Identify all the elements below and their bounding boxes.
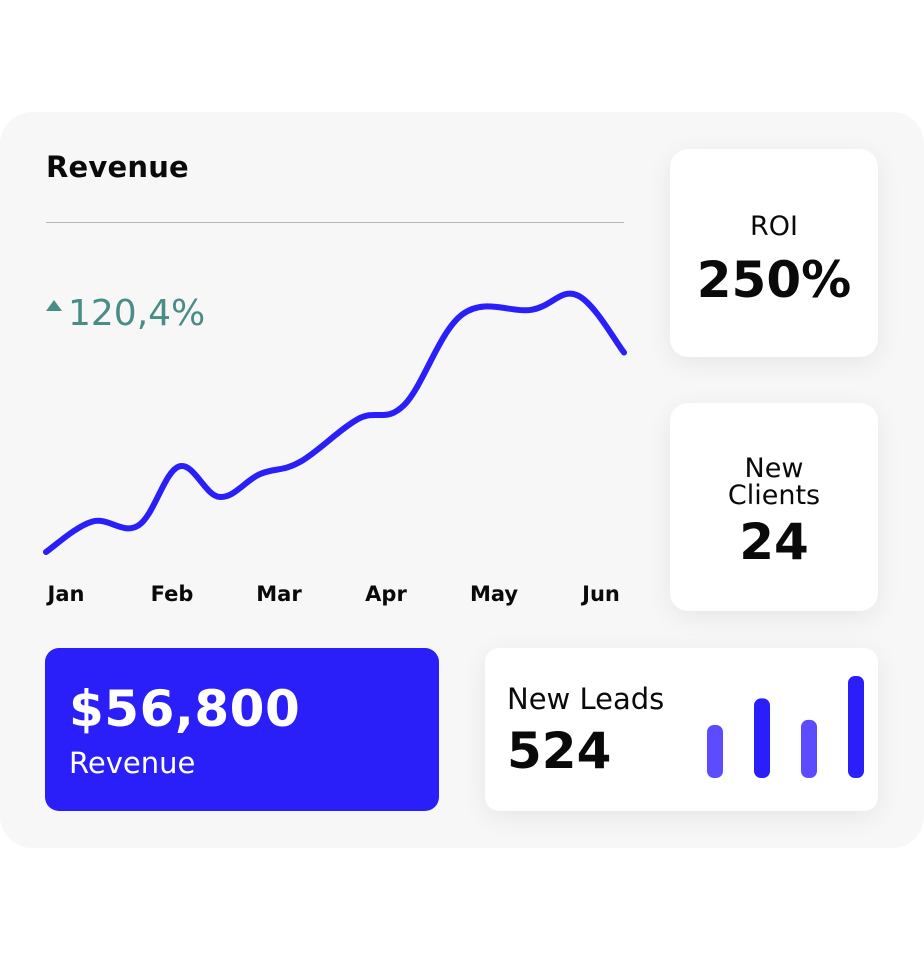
growth-value: 120,4% xyxy=(68,293,206,334)
x-tick-label-jun: Jun xyxy=(582,582,620,606)
revenue-amount: $56,800 xyxy=(69,680,301,738)
roi-label: ROI xyxy=(750,211,798,242)
revenue-series-line xyxy=(43,290,627,555)
leads-bar-3 xyxy=(801,719,817,778)
roi-card: ROI 250% xyxy=(670,149,878,357)
new-clients-label-line1: New xyxy=(744,453,804,484)
new-clients-label-line2: Clients xyxy=(727,480,821,511)
x-axis-labels: Jan Feb Mar Apr May Jun xyxy=(46,582,626,612)
leads-bar-chart xyxy=(707,676,864,778)
revenue-total-card: $56,800 Revenue xyxy=(45,648,439,811)
x-tick-label-mar: Mar xyxy=(256,582,302,606)
revenue-line-chart xyxy=(43,290,627,555)
x-tick-label-feb: Feb xyxy=(150,582,194,606)
growth-indicator: 120,4% xyxy=(46,292,205,336)
leads-bar-4 xyxy=(848,676,864,778)
x-tick-label-apr: Apr xyxy=(365,582,407,606)
new-leads-label: New Leads xyxy=(507,682,665,716)
leads-bar-1 xyxy=(707,725,723,778)
leads-bar-2 xyxy=(754,698,770,778)
new-leads-card: New Leads 524 xyxy=(485,648,878,811)
x-tick-label-may: May xyxy=(469,582,519,606)
arrow-up-icon xyxy=(46,300,62,311)
roi-value: 250% xyxy=(696,251,852,309)
revenue-label: Revenue xyxy=(69,746,196,780)
x-tick-label-jan: Jan xyxy=(47,582,85,606)
title-divider xyxy=(46,222,624,223)
new-clients-card: New Clients 24 xyxy=(670,403,878,611)
new-leads-value: 524 xyxy=(507,722,612,780)
new-clients-value: 24 xyxy=(739,513,809,571)
revenue-chart-title: Revenue xyxy=(46,150,189,184)
